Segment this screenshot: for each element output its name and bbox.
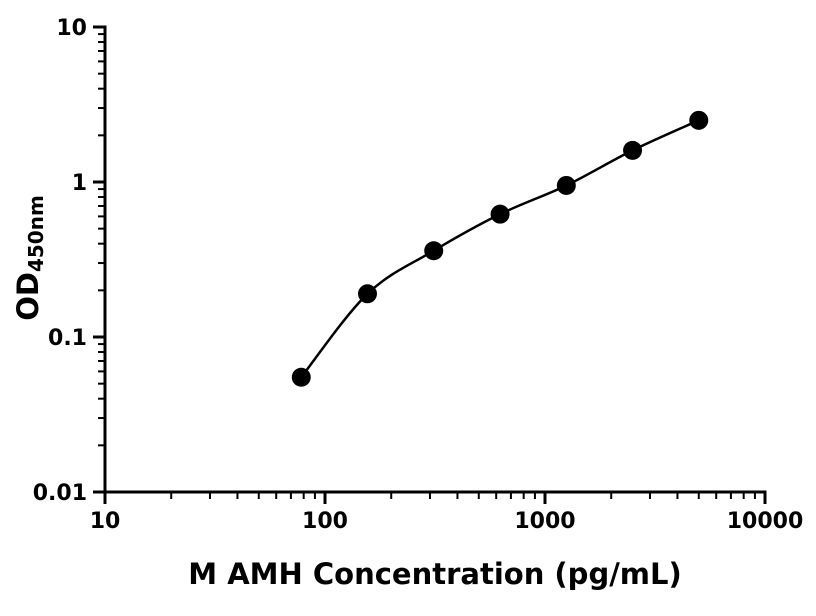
y-axis-title-main: OD [11,272,45,321]
axis-tick-labels: 10 100 1000 10000 10 1 0.1 0.01 [33,16,804,534]
y-tick-label: 0.01 [33,481,87,506]
x-axis-title: M AMH Concentration (pg/mL) [188,557,682,591]
data-point-marker [623,140,643,160]
fit-curve [300,119,700,379]
x-tick-label: 100 [302,509,348,534]
x-tick-label: 10000 [727,509,804,534]
y-tick-label: 10 [56,16,87,41]
axis-spines [103,25,767,494]
x-tick-label: 10 [90,509,121,534]
data-point-marker [556,175,576,195]
data-point-marker [689,110,709,130]
data-point-marker [424,241,444,261]
axis-ticks [93,25,767,504]
y-tick-label: 1 [72,171,87,196]
data-point-marker [291,367,311,387]
y-axis-title: OD450nm [11,195,48,321]
fit-curve-path [300,119,700,379]
data-point-marker [357,284,377,304]
y-tick-label: 0.1 [48,326,87,351]
data-point-marker [490,204,510,224]
axis-spine-path [103,25,767,494]
y-axis-title-subscript: 450nm [24,195,48,272]
x-tick-label: 1000 [514,509,575,534]
data-points [291,110,709,387]
